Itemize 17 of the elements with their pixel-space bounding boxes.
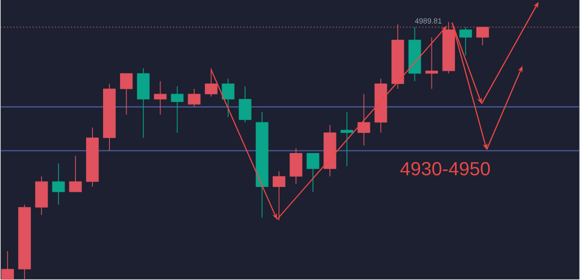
candlestick <box>340 112 354 167</box>
candlestick <box>425 37 438 90</box>
candlestick <box>459 26 472 56</box>
candlestick <box>52 163 65 206</box>
candlestick <box>120 73 133 116</box>
candlestick <box>170 86 184 134</box>
candlestick <box>358 94 370 146</box>
candlestick <box>204 68 218 98</box>
candlestick <box>238 86 252 123</box>
candlestick <box>290 148 302 185</box>
candlestick <box>154 80 167 116</box>
candlestick <box>222 78 234 118</box>
candlestick <box>188 88 201 108</box>
candlestick <box>69 156 82 192</box>
candlestick <box>476 26 489 46</box>
candlestick <box>306 152 320 192</box>
annotation: 4930-4950 <box>400 162 490 176</box>
